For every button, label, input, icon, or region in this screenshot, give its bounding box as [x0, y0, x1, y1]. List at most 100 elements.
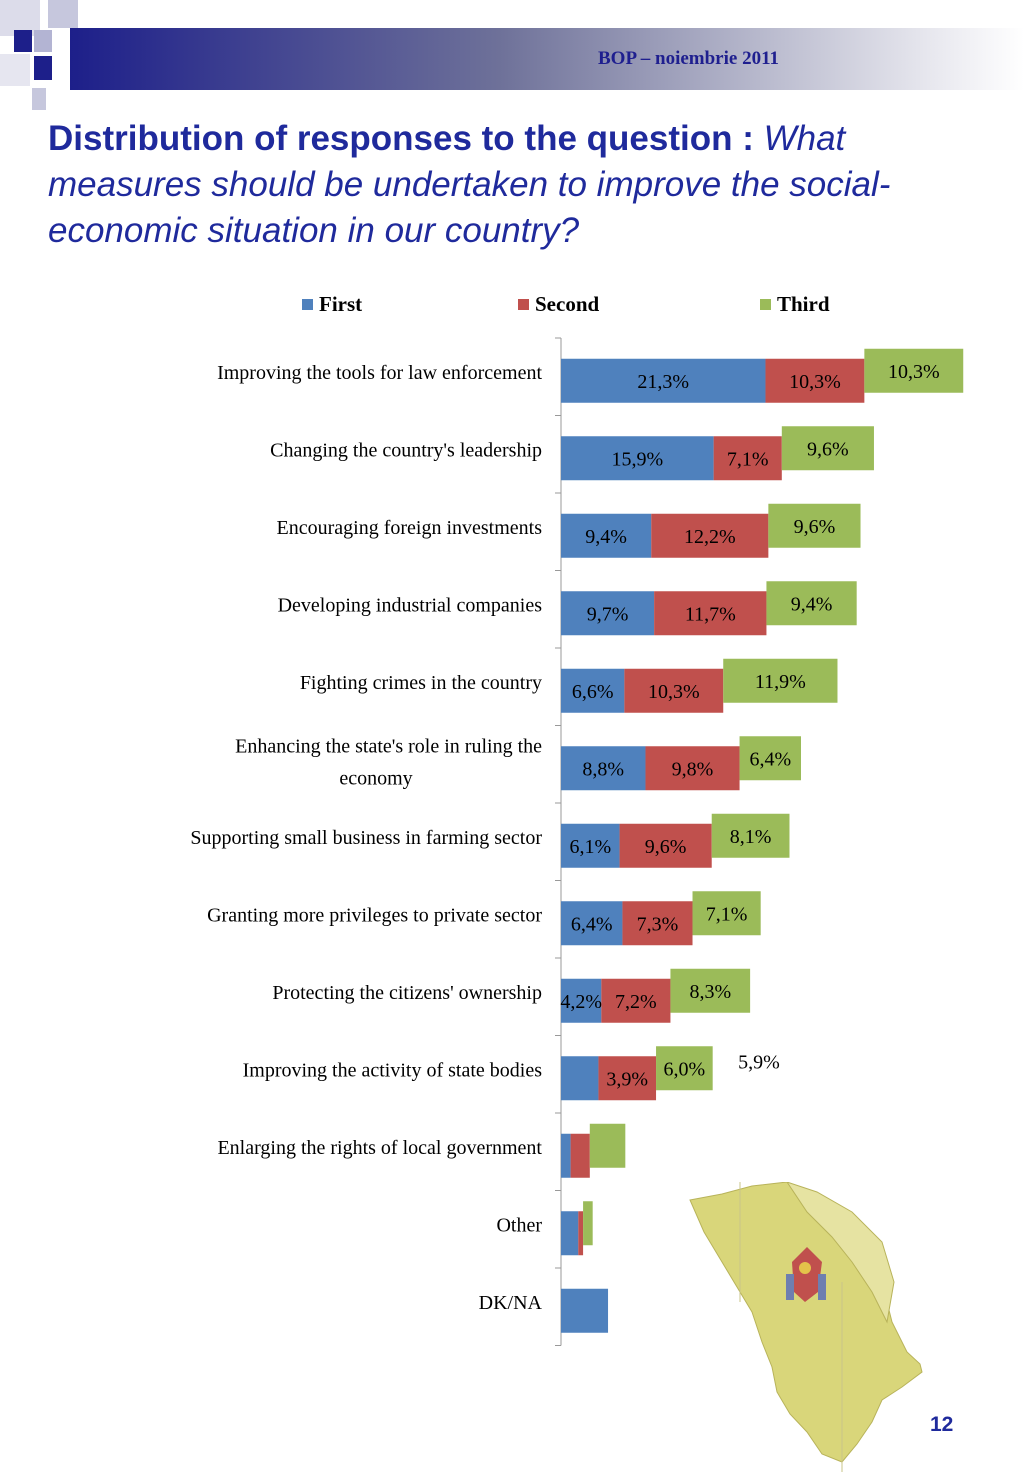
- legend-swatch-second: [518, 299, 529, 310]
- legend-third: Third: [760, 292, 830, 317]
- legend-label-third: Third: [777, 292, 830, 316]
- data-label: 6,0%: [664, 1058, 706, 1080]
- bar-third: [766, 581, 857, 626]
- data-label: 6,6%: [572, 681, 614, 703]
- page-title: Distribution of responses to the questio…: [48, 116, 1008, 254]
- corner-square-6: [34, 56, 52, 80]
- data-label: 6,1%: [569, 836, 611, 858]
- page-number: 12: [930, 1413, 954, 1436]
- bar-first: [561, 436, 714, 481]
- data-label: 21,3%: [637, 371, 689, 393]
- data-label: 8,1%: [730, 826, 772, 848]
- moldova-map-image: [689, 1182, 923, 1472]
- category-label: Encouraging foreign investments: [277, 517, 543, 539]
- corner-square-2: [48, 0, 78, 28]
- legend-second: Second: [518, 292, 599, 317]
- data-label: 4,2%: [560, 991, 602, 1013]
- data-label: 6,4%: [571, 913, 613, 935]
- bar-first: [561, 358, 766, 403]
- title-bold: Distribution of responses to the questio…: [48, 119, 764, 158]
- bar-second: [578, 1211, 584, 1256]
- coat-of-arms-icon: [786, 1247, 826, 1302]
- bar-second: [598, 1056, 657, 1101]
- corner-square-7: [32, 88, 46, 110]
- category-label: Developing industrial companies: [278, 594, 543, 616]
- bar-second: [570, 1133, 590, 1178]
- category-label: Improving the tools for law enforcement: [217, 362, 542, 384]
- data-label-extra: 5,9%: [738, 1052, 780, 1074]
- bar-first: [561, 901, 623, 946]
- bar-third: [656, 1046, 713, 1091]
- data-label: 9,6%: [645, 836, 687, 858]
- category-label: Granting more privileges to private sect…: [207, 904, 542, 926]
- category-label: Other: [496, 1214, 542, 1236]
- bar-first: [561, 513, 652, 558]
- category-label: Improving the activity of state bodies: [243, 1059, 543, 1081]
- header-text: BOP – noiembrie 2011: [598, 48, 780, 69]
- responses-bar-chart: Improving the tools for law enforcement C…: [190, 337, 964, 1346]
- legend-first: First: [302, 292, 362, 317]
- corner-square-3: [14, 30, 32, 52]
- category-label: Supporting small business in farming sec…: [190, 827, 542, 849]
- title-italic: What measures should be undertaken to im…: [48, 119, 891, 250]
- data-label: 6,4%: [749, 748, 791, 770]
- data-label: 9,4%: [791, 593, 833, 615]
- bar-first: [561, 1211, 579, 1256]
- category-label: Enhancing the state's role in ruling the…: [235, 735, 542, 789]
- category-label: Protecting the citizens' ownership: [272, 982, 542, 1004]
- legend-swatch-first: [302, 299, 313, 310]
- bar-second: [651, 513, 769, 558]
- legend-swatch-third: [760, 299, 771, 310]
- bar-third: [739, 736, 801, 781]
- data-label: 9,6%: [807, 438, 849, 460]
- category-label: Fighting crimes in the country: [300, 672, 542, 694]
- data-label: 11,7%: [685, 603, 736, 625]
- bar-second: [601, 978, 671, 1023]
- bar-first: [561, 1288, 609, 1333]
- data-label: 9,4%: [585, 526, 627, 548]
- bar-third: [781, 426, 874, 471]
- data-label: 8,3%: [689, 981, 731, 1003]
- corner-square-5: [0, 54, 30, 86]
- bar-third: [864, 348, 964, 393]
- bar-second: [622, 901, 693, 946]
- corner-square-4: [34, 30, 52, 52]
- bar-first: [561, 978, 602, 1023]
- data-label: 7,2%: [615, 991, 657, 1013]
- bar-first: [561, 591, 655, 636]
- bar-second: [619, 823, 712, 868]
- data-label: 3,9%: [606, 1068, 648, 1090]
- data-label: 7,3%: [637, 913, 679, 935]
- data-label: 9,6%: [794, 516, 836, 538]
- bar-third: [711, 813, 790, 858]
- bar-third: [692, 891, 761, 936]
- bar-second: [645, 746, 740, 791]
- data-label: 12,2%: [684, 526, 736, 548]
- bar-first: [561, 1056, 599, 1101]
- bar-second: [765, 358, 865, 403]
- legend-label-second: Second: [535, 292, 600, 316]
- data-label: 9,8%: [672, 758, 714, 780]
- bar-second: [713, 436, 782, 481]
- data-label: 11,9%: [755, 671, 806, 693]
- data-label: 10,3%: [888, 361, 940, 383]
- bar-third: [768, 503, 861, 548]
- bar-third: [670, 968, 751, 1013]
- bar-third: [583, 1201, 593, 1246]
- header-band: [70, 28, 1024, 90]
- data-label: 8,8%: [582, 758, 624, 780]
- category-label: Enlarging the rights of local government: [217, 1137, 542, 1159]
- category-label: Changing the country's leadership: [270, 439, 542, 461]
- bar-first: [561, 823, 620, 868]
- data-label: 15,9%: [611, 448, 663, 470]
- bar-first: [561, 1133, 571, 1178]
- category-label: DK/NA: [479, 1292, 543, 1314]
- data-label: 9,7%: [587, 603, 629, 625]
- bar-second: [654, 591, 767, 636]
- bar-first: [561, 668, 625, 713]
- data-label: 7,1%: [706, 903, 748, 925]
- legend-label-first: First: [319, 292, 363, 316]
- bar-third: [723, 658, 838, 703]
- data-label: 10,3%: [789, 371, 841, 393]
- bar-second: [624, 668, 724, 713]
